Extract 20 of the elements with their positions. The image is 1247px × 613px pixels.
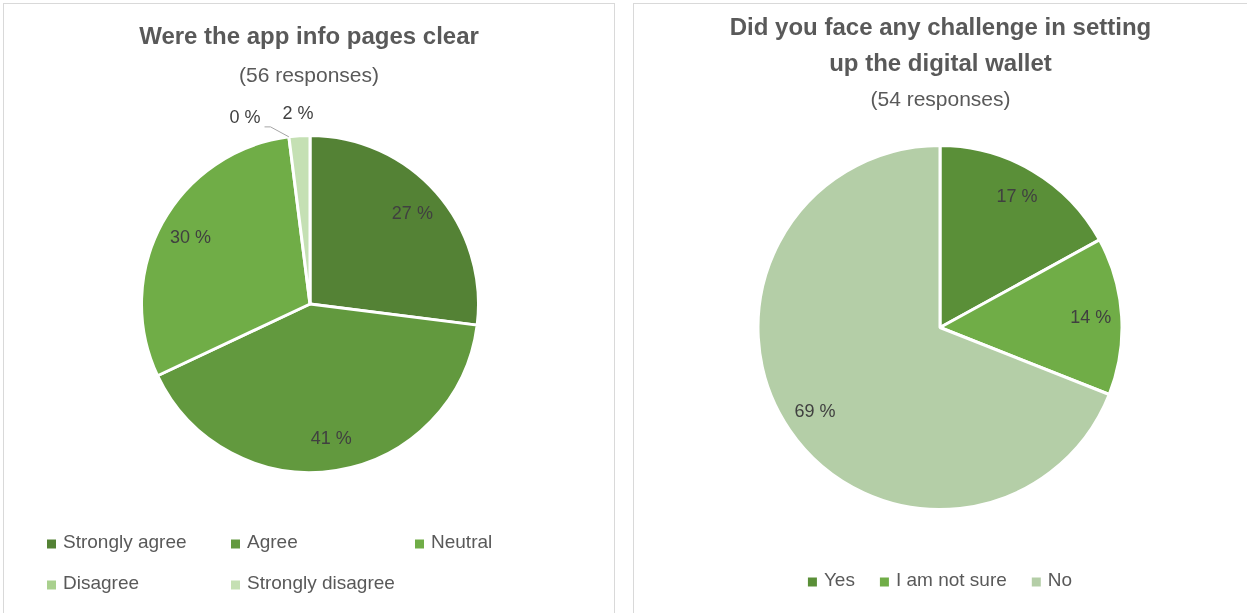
data-label: 30 % [169,227,211,248]
data-label: 2 % [282,102,314,123]
data-label: 27 % [391,202,433,223]
data-label: 14 % [1070,306,1112,327]
chart-title: Were the app info pages clear [139,22,479,49]
chart-subtitle: (54 responses) [869,86,1012,112]
legend-label: Agree [247,531,298,553]
data-label: 41 % [310,427,352,448]
legend-label: Disagree [63,572,140,594]
data-label: 69 % [794,401,836,422]
data-label: 17 % [996,186,1038,207]
legend-label: I am not sure [895,569,1007,591]
legend-label: Yes [823,569,855,591]
chart-subtitle: (56 responses) [237,62,381,88]
legend-label: Strongly disagree [247,572,395,594]
legend-label: Neutral [431,531,493,553]
legend-label: Strongly agree [63,531,187,553]
text: 0 % [229,106,261,127]
chart-title: Did you face any challenge in setting up the digital wallet [729,13,1152,76]
legend-label: No [1047,569,1073,591]
